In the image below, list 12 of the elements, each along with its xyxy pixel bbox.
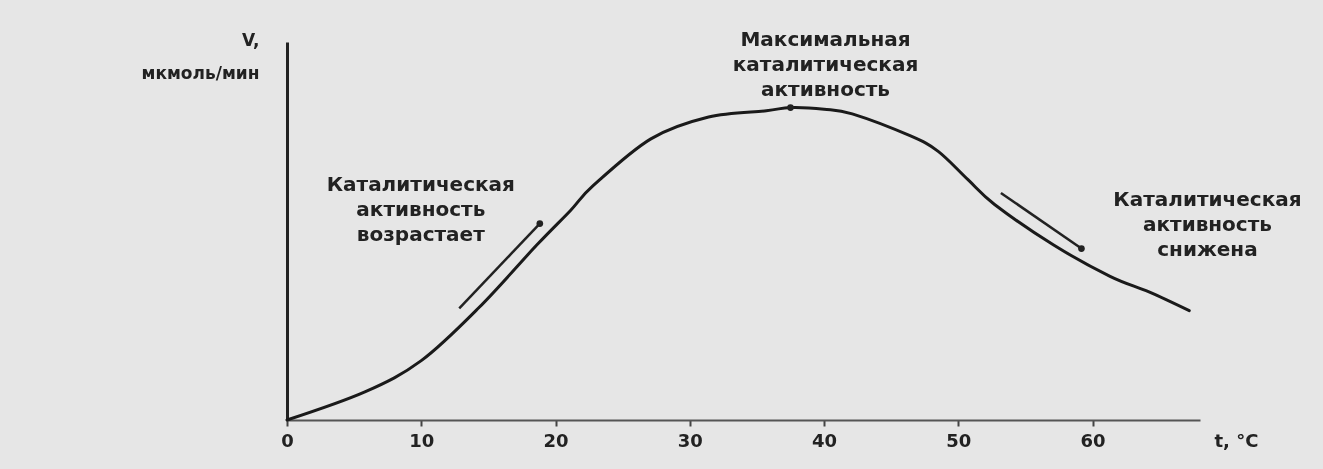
annotation: Каталитическая активность возрастает (326, 171, 515, 246)
y-axis-title: V, мкмоль/мин (141, 29, 260, 83)
annotation: Максимальная каталитическая активность (732, 26, 919, 101)
x-tick-label: 30 (677, 429, 703, 451)
x-tick-label: 50 (946, 429, 972, 451)
x-tick-label: 0 (281, 429, 294, 451)
x-tick-label: 10 (409, 429, 435, 451)
x-tick-label: 20 (543, 429, 569, 451)
x-axis-title: t, °C (1214, 429, 1259, 451)
x-tick-label: 40 (812, 429, 838, 451)
annotation: Каталитическая активность снижена (1113, 186, 1302, 261)
x-tick-label: 60 (1080, 429, 1106, 451)
